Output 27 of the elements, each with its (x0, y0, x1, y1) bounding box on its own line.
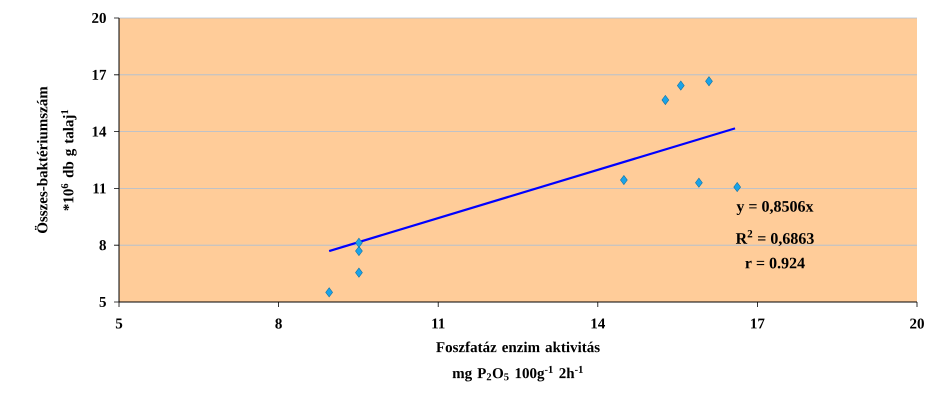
x-tick-label: 17 (751, 318, 765, 328)
x-tick-label: 20 (910, 318, 924, 329)
x-tick-label: 8 (275, 318, 282, 329)
y-tick-label: 5 (100, 297, 106, 307)
y-tick-label: 14 (92, 126, 106, 137)
annotation: R$^{2}$ = 0,6863 (736, 230, 814, 246)
y-tick-label: 20 (92, 12, 106, 24)
point (620, 175, 628, 185)
text: Foszfatáz enzim aktivitás mg P$_{2}$O$_{5}$ 100g$^{-1}$ 2h$^{-1}$ (436, 342, 600, 382)
annotation: y = 0,8506x (736, 200, 814, 216)
x-tick-label: 11 (432, 318, 445, 328)
point (662, 95, 670, 105)
point (325, 287, 333, 298)
y-tick-label: 8 (99, 240, 106, 250)
point (695, 178, 703, 188)
x-tick-label: 5 (116, 318, 122, 328)
annotation: r = 0.924 (745, 258, 805, 269)
y-tick-label: 11 (94, 183, 106, 194)
y-tick-label: 17 (92, 70, 106, 80)
point (705, 76, 713, 86)
point (355, 268, 363, 278)
x-tick-label: 14 (592, 318, 606, 328)
point (355, 238, 363, 248)
y-axis-title: Összes-baktériumszám *10$^{6}$ db g talaj$^{1}$ (34, 86, 77, 233)
point (677, 80, 685, 90)
point (355, 246, 363, 256)
point (733, 182, 741, 192)
